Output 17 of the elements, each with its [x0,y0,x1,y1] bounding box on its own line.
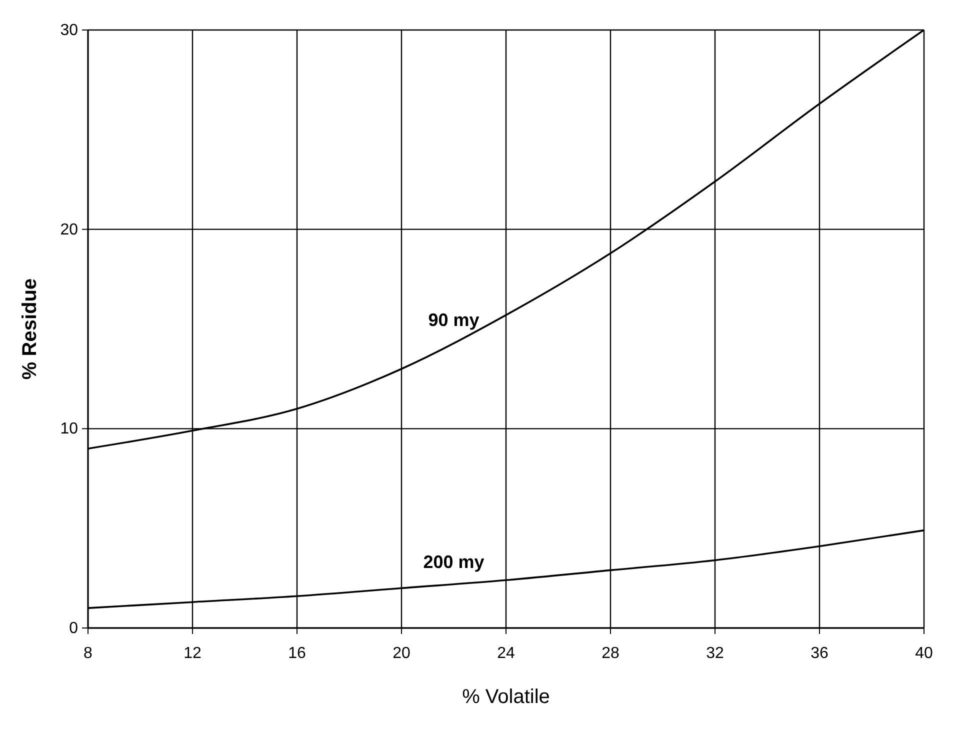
y-tick-label: 30 [60,22,78,39]
y-axis-title: % Residue [19,278,41,380]
x-axis-title: % Volatile [462,686,550,708]
x-tick-label: 12 [184,645,202,662]
x-tick-label: 28 [602,645,620,662]
x-tick-label: 32 [706,645,724,662]
x-tick-label: 16 [288,645,306,662]
x-tick-label: 40 [915,645,933,662]
x-tick-label: 8 [84,645,93,662]
y-tick-label: 0 [69,620,78,637]
series-label: 90 my [428,310,480,330]
x-tick-label: 36 [810,645,828,662]
x-tick-label: 20 [392,645,410,662]
series-label: 200 my [423,552,484,572]
y-tick-label: 20 [60,221,78,238]
x-tick-label: 24 [497,645,515,662]
y-tick-label: 10 [60,420,78,438]
